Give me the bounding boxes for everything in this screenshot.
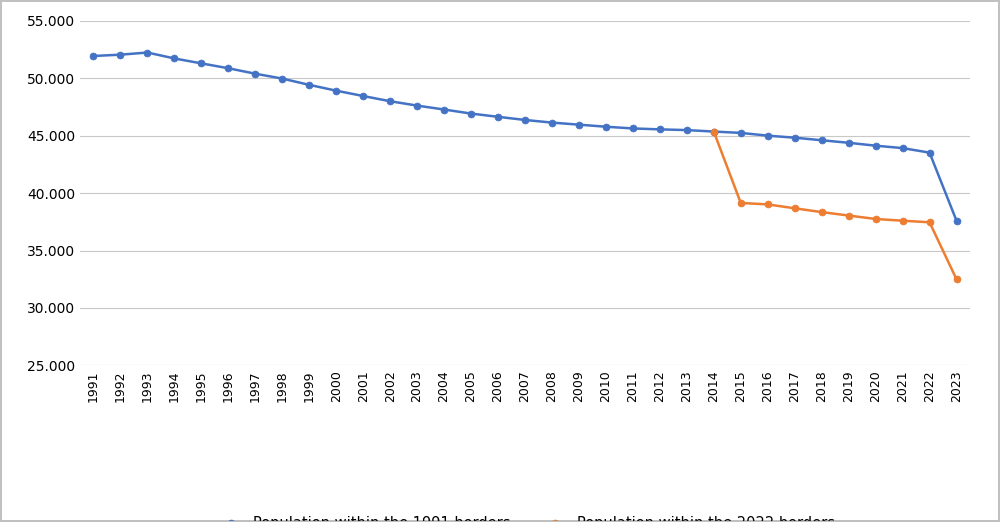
Population within the 2022 borders — [816, 209, 828, 215]
Population within the 1991 borders — [546, 120, 558, 126]
Population within the 1991 borders — [789, 135, 801, 141]
Population within the 1991 borders — [87, 53, 99, 59]
Population within the 1991 borders — [519, 117, 531, 123]
Population within the 1991 borders — [681, 127, 693, 133]
Population within the 1991 borders — [411, 102, 423, 109]
Legend: Population within the 1991 borders, Population within the 2022 borders: Population within the 1991 borders, Popu… — [209, 511, 841, 522]
Population within the 1991 borders — [357, 93, 369, 99]
Population within the 1991 borders — [897, 145, 909, 151]
Population within the 1991 borders — [384, 98, 396, 104]
Population within the 1991 borders — [708, 128, 720, 135]
Population within the 1991 borders — [762, 133, 774, 139]
Population within the 2022 borders — [708, 128, 720, 135]
Population within the 1991 borders — [330, 88, 342, 94]
Population within the 1991 borders — [168, 55, 180, 62]
Population within the 1991 borders — [465, 111, 477, 117]
Population within the 1991 borders — [438, 106, 450, 113]
Population within the 2022 borders — [789, 205, 801, 211]
Population within the 2022 borders — [897, 218, 909, 224]
Population within the 2022 borders — [843, 212, 855, 219]
Population within the 1991 borders — [924, 149, 936, 156]
Population within the 1991 borders — [492, 114, 504, 120]
Population within the 1991 borders — [951, 218, 963, 224]
Population within the 1991 borders — [816, 137, 828, 144]
Population within the 1991 borders — [303, 82, 315, 88]
Line: Population within the 1991 borders: Population within the 1991 borders — [90, 49, 960, 224]
Population within the 1991 borders — [735, 130, 747, 136]
Population within the 1991 borders — [249, 70, 261, 77]
Population within the 1991 borders — [870, 143, 882, 149]
Population within the 2022 borders — [951, 276, 963, 282]
Population within the 2022 borders — [735, 200, 747, 206]
Population within the 1991 borders — [654, 126, 666, 133]
Population within the 1991 borders — [195, 60, 207, 66]
Population within the 1991 borders — [573, 122, 585, 128]
Population within the 1991 borders — [141, 50, 153, 56]
Population within the 2022 borders — [870, 216, 882, 222]
Population within the 1991 borders — [843, 140, 855, 146]
Population within the 1991 borders — [627, 125, 639, 132]
Population within the 1991 borders — [600, 124, 612, 130]
Line: Population within the 2022 borders: Population within the 2022 borders — [710, 128, 960, 283]
Population within the 2022 borders — [924, 219, 936, 226]
Population within the 2022 borders — [762, 201, 774, 208]
Population within the 1991 borders — [222, 65, 234, 72]
Population within the 1991 borders — [114, 52, 126, 58]
Population within the 1991 borders — [276, 76, 288, 82]
